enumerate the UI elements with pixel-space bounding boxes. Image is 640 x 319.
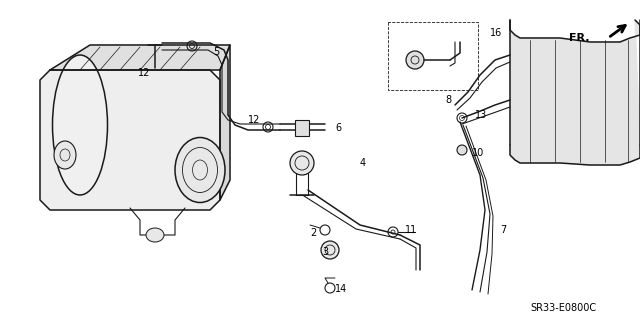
Text: 12: 12 (248, 115, 260, 125)
Text: 7: 7 (500, 225, 506, 235)
Bar (295, 120, 309, 136)
Text: 8: 8 (445, 95, 451, 105)
Text: 4: 4 (360, 158, 366, 168)
Text: 6: 6 (335, 123, 341, 133)
Text: 16: 16 (490, 28, 502, 38)
Circle shape (321, 241, 339, 259)
Polygon shape (40, 70, 220, 210)
Text: 12: 12 (138, 68, 150, 78)
Ellipse shape (175, 137, 225, 203)
Text: 10: 10 (472, 148, 484, 158)
Text: 2: 2 (310, 228, 316, 238)
Text: FR.: FR. (570, 33, 590, 43)
Ellipse shape (146, 228, 164, 242)
Circle shape (406, 51, 424, 69)
Polygon shape (220, 45, 230, 200)
Text: 5: 5 (213, 47, 220, 57)
Circle shape (290, 151, 314, 175)
Polygon shape (50, 45, 230, 70)
Text: 11: 11 (405, 225, 417, 235)
Ellipse shape (52, 55, 108, 195)
Text: SR33-E0800C: SR33-E0800C (530, 303, 596, 313)
Circle shape (457, 145, 467, 155)
Text: 3: 3 (322, 247, 328, 257)
Polygon shape (510, 20, 640, 165)
Text: 13: 13 (475, 110, 487, 120)
Text: 14: 14 (335, 284, 348, 294)
Ellipse shape (54, 141, 76, 169)
